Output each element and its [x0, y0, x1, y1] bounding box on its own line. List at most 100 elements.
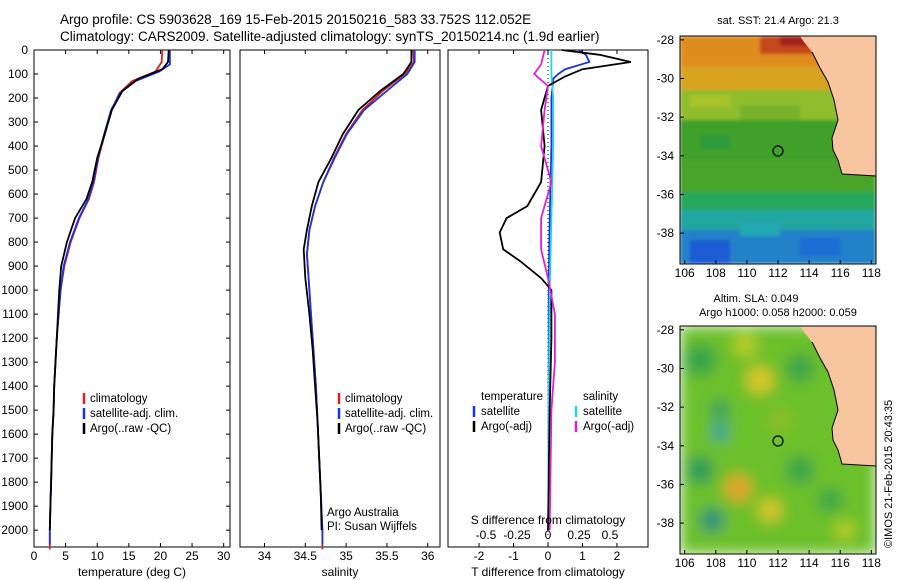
- map-x-tick-label: 116: [831, 556, 850, 570]
- depth-tick-label: 400: [8, 139, 28, 153]
- difference-series: [498, 49, 632, 531]
- x-tick-label: -2: [474, 549, 485, 563]
- map-y-tick-label: -36: [657, 187, 675, 201]
- salinity-x-axis: 34 34.5 35 35.5 36: [258, 50, 435, 563]
- x-tick-label: 34: [258, 549, 272, 563]
- sla-axes: 106 108 110 112 114 116 118 -28 -30 -32 -34 -36 -38: [657, 323, 882, 570]
- x-tick-label: 10: [91, 549, 105, 563]
- depth-tick-label: 1500: [1, 403, 28, 417]
- s-diff-tick-label: -0.5: [476, 528, 497, 542]
- sst-coastline: [811, 51, 876, 177]
- credit-pi: PI: Susan Wijffels: [327, 521, 417, 533]
- depth-tick-label: 700: [8, 211, 28, 225]
- sla-map: Altim. SLA: 0.049 Argo h1000: 0.058 h200…: [657, 293, 882, 570]
- map-x-tick-label: 106: [675, 266, 695, 280]
- series-line-temperature-satellite: [547, 49, 591, 531]
- depth-tick-label: 2000: [1, 523, 28, 537]
- s-difference-tick-labels: -0.5 -0.25 0 0.25 0.5: [476, 528, 619, 542]
- legend-label: Argo(..raw -QC): [90, 423, 171, 435]
- x-tick-label: 0: [545, 549, 552, 563]
- map-y-tick-label: -30: [657, 72, 675, 86]
- x-tick-label: 20: [154, 549, 168, 563]
- depth-tick-label: 1800: [1, 475, 28, 489]
- depth-tick-label: 900: [8, 259, 28, 273]
- map-y-tick-label: -34: [657, 439, 675, 453]
- x-tick-label: 5: [62, 549, 69, 563]
- depth-tick-label: 1400: [1, 379, 28, 393]
- map-y-tick-label: -32: [657, 400, 675, 414]
- legend-label: Argo(..raw -QC): [345, 423, 426, 435]
- x-tick-label: 1: [579, 549, 586, 563]
- s-diff-tick-label: -0.25: [503, 528, 531, 542]
- x-tick-label: 30: [217, 549, 231, 563]
- depth-tick-label: 0: [21, 43, 28, 57]
- sst-axes: 106 108 110 112 114 116 118 -28 -30 -32 -34 -36 -38: [657, 33, 882, 280]
- depth-tick-label: 300: [8, 115, 28, 129]
- depth-tick-label: 800: [8, 235, 28, 249]
- map-x-tick-label: 112: [768, 556, 787, 570]
- depth-tick-label: 1100: [2, 307, 28, 321]
- difference-legend: temperature salinity satellite Argo(-adj) sa…: [472, 391, 634, 433]
- salinity-x-axis-label: salinity: [322, 565, 359, 579]
- depth-tick-label: 200: [8, 91, 28, 105]
- legend-label: climatology: [345, 393, 403, 405]
- series-line-argo-raw-qc-: [48, 49, 170, 531]
- temperature-x-axis: 0 5 10 15 20 25 30: [31, 50, 231, 563]
- map-x-tick-label: 118: [862, 556, 881, 570]
- x-tick-label: 36: [421, 549, 435, 563]
- sla-map-title-line1: Altim. SLA: 0.049: [714, 293, 799, 305]
- s-diff-tick-label: 0: [545, 528, 552, 542]
- map-x-tick-label: 106: [675, 556, 695, 570]
- depth-tick-label: 600: [8, 187, 28, 201]
- map-x-tick-label: 108: [706, 556, 726, 570]
- series-line-salinity-argo-adj-: [532, 49, 556, 531]
- x-tick-label: 35.5: [375, 549, 399, 563]
- legend-label: satellite-adj. clim.: [90, 408, 178, 420]
- legend-label: satellite-adj. clim.: [345, 408, 433, 420]
- diff-legend-label: satellite: [583, 406, 622, 418]
- s-diff-tick-label: 0.25: [567, 528, 591, 542]
- sst-map: sat. SST: 21.4 Argo: 21.3: [657, 15, 882, 280]
- diff-legend-title: temperature: [481, 391, 543, 403]
- credit-argo-australia: Argo Australia: [327, 507, 399, 519]
- figure-title-line2: Climatology: CARS2009. Satellite-adjuste…: [60, 29, 600, 44]
- temperature-x-axis-label: temperature (deg C): [78, 565, 186, 579]
- salinity-series: [302, 49, 416, 550]
- map-y-tick-label: -34: [657, 149, 675, 163]
- x-tick-label: 15: [122, 549, 136, 563]
- depth-tick-label: 500: [8, 163, 28, 177]
- sst-map-title: sat. SST: 21.4 Argo: 21.3: [717, 15, 839, 27]
- map-x-tick-label: 110: [737, 556, 756, 570]
- x-tick-label: 34.5: [294, 549, 318, 563]
- x-tick-label: 25: [185, 549, 199, 563]
- map-y-tick-label: -36: [657, 477, 675, 491]
- depth-tick-label: 1000: [1, 283, 28, 297]
- map-y-tick-label: -38: [657, 226, 675, 240]
- diff-legend-label: satellite: [481, 406, 520, 418]
- sla-float-marker: [772, 435, 784, 447]
- imos-credit: ©IMOS 21-Feb-2015 20:43:35: [883, 400, 895, 548]
- figure-title-line1: Argo profile: CS 5903628_169 15-Feb-2015…: [60, 12, 531, 27]
- temperature-series: [48, 49, 171, 550]
- s-difference-axis-label: S difference from climatology: [471, 513, 626, 527]
- depth-tick-label: 1200: [1, 331, 28, 345]
- x-tick-label: -1: [508, 549, 519, 563]
- depth-tick-label: 1600: [1, 427, 28, 441]
- map-x-tick-label: 108: [706, 266, 726, 280]
- sst-float-marker: [772, 145, 784, 157]
- temperature-panel: 0100200300400500600700800900100011001200…: [1, 43, 648, 579]
- map-x-tick-label: 118: [862, 266, 881, 280]
- temperature-legend: climatology satellite-adj. clim. Argo(..ra…: [82, 393, 178, 435]
- diff-legend-label: Argo(-adj): [583, 421, 634, 433]
- salinity-panel: 34 34.5 35 35.5 36 salinity climatology satel…: [239, 49, 441, 579]
- x-tick-label: 35: [339, 549, 353, 563]
- map-x-tick-label: 114: [800, 556, 819, 570]
- map-y-tick-label: -28: [657, 323, 675, 337]
- map-x-tick-label: 112: [768, 266, 787, 280]
- diff-legend-label: Argo(-adj): [481, 421, 532, 433]
- legend-label: climatology: [90, 393, 148, 405]
- diff-legend-title: salinity: [583, 391, 618, 403]
- depth-tick-label: 1900: [1, 499, 28, 513]
- map-y-tick-label: -32: [657, 110, 675, 124]
